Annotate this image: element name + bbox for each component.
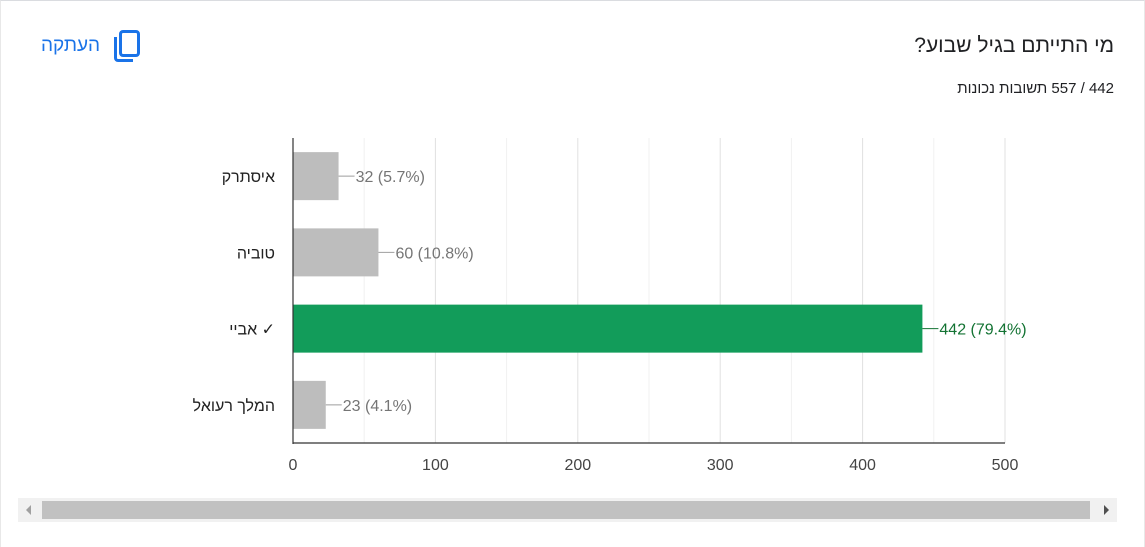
triangle-left-icon xyxy=(26,505,31,515)
horizontal-scrollbar[interactable] xyxy=(18,498,1117,522)
triangle-right-icon xyxy=(1104,505,1109,515)
copy-icon xyxy=(114,30,141,62)
bar-value-label: 23 (4.1%) xyxy=(343,398,412,415)
category-label: המלך רעואל xyxy=(193,397,275,415)
chart-grid xyxy=(363,138,1006,443)
bar[interactable] xyxy=(293,228,379,277)
correct-responses-count: 442 / 557 תשובות נכונות xyxy=(957,80,1114,97)
bar[interactable] xyxy=(293,304,923,353)
x-tick-label: 0 xyxy=(289,457,298,474)
bar-value-label: 442 (79.4%) xyxy=(939,322,1026,339)
chart-bars xyxy=(293,152,923,429)
response-bar-chart: 32 (5.7%) איסתרק 60 (10.8%) טוביה 442 (79.4%… xyxy=(193,138,1027,474)
scroll-right-arrow[interactable] xyxy=(1095,498,1117,522)
bar-value-label: 32 (5.7%) xyxy=(356,169,425,186)
copy-button[interactable]: העתקה xyxy=(41,29,141,63)
x-tick-label: 300 xyxy=(707,457,734,474)
chart-axes: 0 100 200 300 400 500 xyxy=(289,138,1019,474)
scrollbar-thumb[interactable] xyxy=(42,501,1090,519)
bar[interactable] xyxy=(293,152,339,201)
x-tick-label: 500 xyxy=(992,457,1019,474)
x-tick-label: 400 xyxy=(849,457,876,474)
category-label: טוביה xyxy=(237,245,275,262)
scroll-left-arrow[interactable] xyxy=(18,498,40,522)
category-label: אביי ✓ xyxy=(229,322,275,339)
bar[interactable] xyxy=(293,380,326,429)
category-label: איסתרק xyxy=(222,169,275,186)
copy-button-label: העתקה xyxy=(41,35,101,56)
x-tick-label: 100 xyxy=(422,457,449,474)
bar-value-label: 60 (10.8%) xyxy=(395,245,473,262)
question-title: מי התייתם בגיל שבוע? xyxy=(914,34,1114,57)
x-tick-label: 200 xyxy=(564,457,591,474)
chart-labels: 32 (5.7%) איסתרק 60 (10.8%) טוביה 442 (79.4%… xyxy=(193,169,1027,415)
